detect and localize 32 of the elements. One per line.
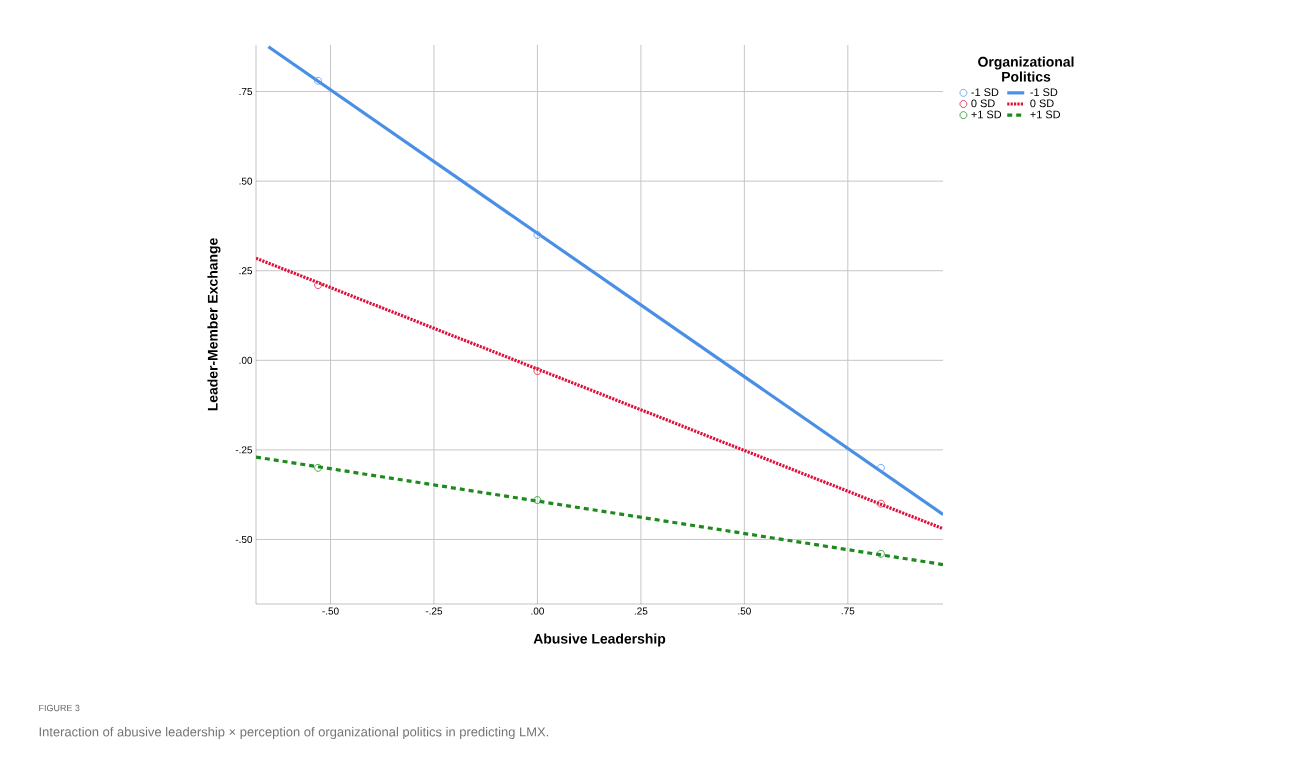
y-axis-title: Leader-Member Exchange (207, 238, 221, 411)
x-tick-label: .75 (841, 607, 855, 615)
legend-label: -1 SD (971, 88, 999, 97)
point (314, 463, 322, 472)
caption: FIGURE 3 (39, 704, 80, 712)
legend-title: Organizational Politics (978, 56, 1074, 82)
x-tick-label: .50 (738, 607, 751, 615)
point (533, 496, 542, 504)
point (877, 549, 885, 558)
x-tick-label: .00 (531, 607, 544, 615)
legend-label: +1 SD (971, 110, 1002, 119)
point (877, 463, 885, 472)
y-tick-label: -.50 (235, 535, 253, 544)
y-tick-label: .00 (239, 356, 253, 364)
legend-label: 0 SD (971, 99, 995, 108)
point (533, 231, 542, 239)
legend-label: 0 SD (1030, 99, 1054, 108)
x-tick-label: -.50 (322, 607, 339, 615)
text: Interaction of abusive leadership × perception of organizational politics in predicting LMX. (39, 726, 549, 740)
point (533, 367, 542, 375)
x-axis-title: Abusive Leadership (533, 633, 666, 647)
x-tick-label: .25 (634, 607, 648, 615)
legend-label: -1 SD (1030, 88, 1058, 97)
y-tick-label: -.25 (235, 446, 253, 454)
point (314, 76, 322, 85)
y-tick-label: .25 (239, 267, 253, 275)
y-tick-label: .50 (239, 177, 253, 185)
x-tick-label: -.25 (425, 607, 443, 615)
y-tick-label: .75 (239, 88, 253, 96)
point (314, 281, 322, 289)
point (877, 499, 885, 508)
legend-label: +1 SD (1030, 110, 1061, 119)
